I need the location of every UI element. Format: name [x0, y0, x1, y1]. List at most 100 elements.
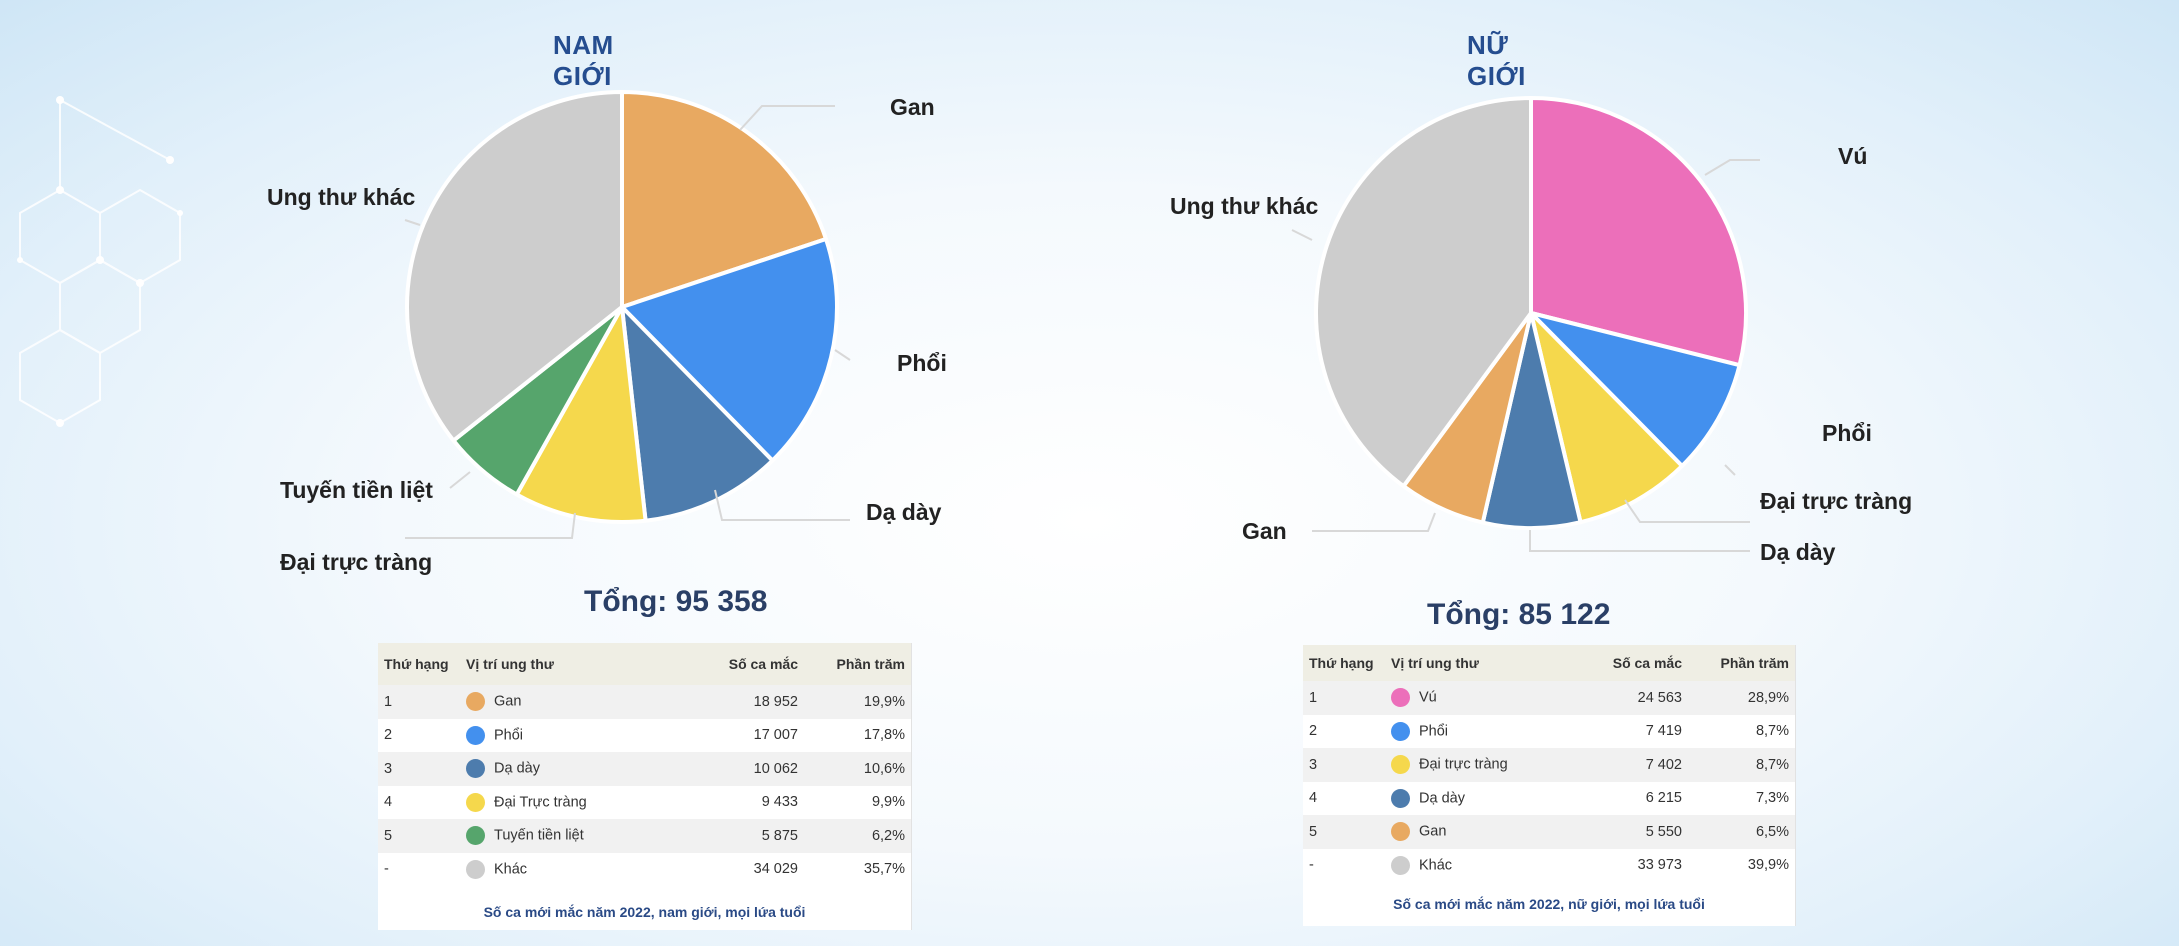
leader-line: [404, 219, 421, 226]
cell-cases: 34 029: [753, 861, 798, 878]
pie-slice-0: [1529, 96, 1748, 368]
cell-rank: 2: [1309, 723, 1318, 740]
leader-line: [834, 349, 851, 361]
legend-dot: [1391, 855, 1410, 875]
cell-cases: 7 402: [1576, 748, 1688, 782]
site-name: Khác: [494, 861, 528, 878]
cell-percent: 7,3%: [1755, 790, 1789, 807]
table-footnote: Số ca mới mắc năm 2022, nữ giới, mọi lứa…: [1393, 896, 1705, 912]
site-name: Khác: [1419, 857, 1453, 874]
pie-label-da-day: Dạ dày: [866, 499, 942, 525]
legend-dot: [1391, 721, 1410, 741]
site-name: Phổi: [1419, 723, 1449, 740]
table-row: 4 Đại Trực tràng 9 433 9,9%: [378, 786, 911, 820]
pie-slice-2: [620, 305, 775, 523]
leader-line: [714, 489, 850, 521]
cell-site: Đại Trực tràng: [460, 786, 682, 820]
cell-rank: 4: [384, 794, 393, 811]
table-row: 2 Phổi 7 419 8,7%: [1303, 715, 1795, 749]
pie-label-tuyen-tien-liet: Tuyến tiền liệt: [280, 477, 433, 503]
female-data-table: Thứ hạng Vị trí ung thư Số ca mắc Phần t…: [1303, 645, 1796, 926]
leader-line: [449, 471, 471, 489]
legend-dot: [466, 759, 485, 779]
legend-dot: [466, 826, 485, 846]
cell-cases: 5 875: [682, 819, 804, 853]
chart-title: NAM GIỚI: [553, 30, 614, 91]
cell-site: Dạ dày: [460, 752, 682, 786]
cell-rank: 3: [1303, 748, 1385, 782]
leader-line: [1291, 229, 1313, 241]
cell-cases: 33 973: [1637, 857, 1682, 874]
cell-percent: 28,9%: [1688, 681, 1795, 715]
header-site: Vị trí ung thư: [1385, 645, 1576, 681]
pie-slice-1: [1529, 311, 1742, 468]
header-cases: Số ca mắc: [682, 643, 804, 685]
legend-dot: [466, 792, 485, 812]
male-pie-chart: [404, 90, 851, 539]
table-row: - Khác 34 029 35,7%: [378, 853, 911, 887]
pie-label-vu: Vú: [1838, 143, 1868, 169]
pie-slice-5: [1314, 96, 1533, 489]
leader-line: [1312, 512, 1436, 532]
legend-dot: [466, 859, 485, 879]
cell-percent: 8,7%: [1688, 748, 1795, 782]
table-row: 4 Dạ dày 6 215 7,3%: [1303, 782, 1795, 816]
table-row: 1 Vú 24 563 28,9%: [1303, 681, 1795, 715]
pie-label-phoi: Phổi: [1822, 420, 1872, 446]
site-name: Phổi: [494, 727, 524, 744]
leader-line: [1529, 530, 1750, 552]
site-name: Gan: [494, 693, 522, 710]
cell-rank: -: [384, 861, 389, 878]
pie-label-phoi: Phổi: [897, 350, 947, 376]
legend-dot: [1391, 755, 1410, 775]
cell-rank: 5: [1303, 815, 1385, 849]
table-row: 5 Tuyến tiền liệt 5 875 6,2%: [378, 819, 911, 853]
chart-title: NỮ GIỚI: [1467, 30, 1526, 91]
pie-label-gan: Gan: [890, 94, 935, 120]
leader-line: [1724, 464, 1736, 476]
cell-cases: 7 419: [1645, 723, 1682, 740]
table-row: 2 Phổi 17 007 17,8%: [378, 719, 911, 753]
cell-site: Phổi: [1385, 715, 1576, 749]
cell-percent: 6,5%: [1688, 815, 1795, 849]
male-data-table: Thứ hạng Vị trí ung thư Số ca mắc Phần t…: [378, 643, 912, 930]
legend-dot: [466, 725, 485, 745]
total-label: Tổng: 95 358: [584, 585, 768, 618]
leader-line: [405, 512, 576, 539]
cell-rank: 3: [378, 752, 460, 786]
total-label: Tổng: 85 122: [1427, 598, 1611, 631]
cell-rank: 5: [378, 819, 460, 853]
cell-site: Đại trực tràng: [1385, 748, 1576, 782]
cell-site: Vú: [1385, 681, 1576, 715]
cell-site: Phổi: [460, 719, 682, 753]
cell-rank: -: [1309, 857, 1314, 874]
table-row: 5 Gan 5 550 6,5%: [1303, 815, 1795, 849]
cell-percent: 35,7%: [863, 861, 905, 878]
site-name: Gan: [1419, 823, 1447, 840]
pie-label-gan: Gan: [1242, 518, 1287, 544]
cell-percent: 39,9%: [1747, 857, 1789, 874]
legend-dot: [1391, 822, 1410, 842]
female-pie-chart: [1291, 96, 1760, 552]
cell-site: Khác: [1385, 849, 1576, 883]
cell-rank: 4: [1309, 790, 1318, 807]
cell-site: Khác: [460, 853, 682, 887]
cell-cases: 5 550: [1576, 815, 1688, 849]
header-percent: Phần trăm: [804, 643, 911, 685]
site-name: Dạ dày: [1419, 790, 1465, 807]
cell-cases: 6 215: [1645, 790, 1682, 807]
cell-cases: 18 952: [682, 685, 804, 719]
legend-dot: [1391, 788, 1410, 808]
pie-label-ung-thu-khac: Ung thư khác: [1170, 193, 1319, 219]
cell-cases: 17 007: [753, 727, 798, 744]
pie-label-dai-truc-trang: Đại trực tràng: [280, 549, 433, 575]
pie-slice-0: [620, 90, 828, 309]
pie-slice-5: [405, 90, 624, 443]
cell-percent: 17,8%: [863, 727, 905, 744]
cell-percent: 9,9%: [871, 794, 905, 811]
leader-line: [739, 105, 835, 131]
cell-site: Gan: [1385, 815, 1576, 849]
pie-slice-1: [620, 237, 839, 463]
leader-line: [1704, 159, 1760, 176]
site-name: Đại trực tràng: [1419, 756, 1508, 773]
